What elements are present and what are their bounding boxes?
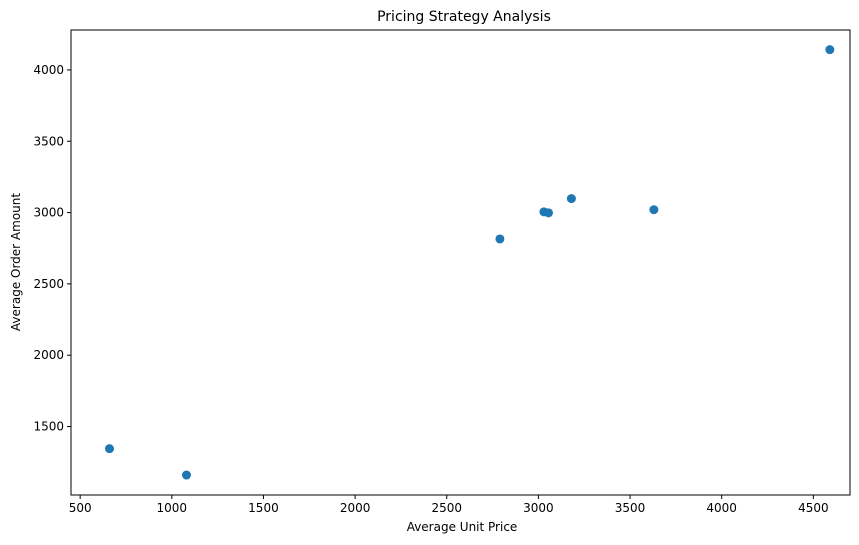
- x-tick-label: 4000: [706, 501, 737, 515]
- data-point: [825, 45, 835, 55]
- y-tick-label: 3500: [33, 134, 64, 148]
- x-tick-label: 2500: [431, 501, 462, 515]
- x-axis-label: Average Unit Price: [407, 520, 518, 534]
- y-axis-label: Average Order Amount: [9, 193, 23, 331]
- y-axis: 1500 2000 2500 3000 3500 4000: [33, 63, 71, 434]
- data-point: [649, 205, 659, 215]
- x-tick-label: 3000: [523, 501, 554, 515]
- x-tick-label: 1500: [248, 501, 279, 515]
- chart-title: Pricing Strategy Analysis: [377, 9, 551, 25]
- x-tick-label: 4500: [798, 501, 829, 515]
- data-point: [104, 444, 114, 454]
- y-tick-label: 2500: [33, 277, 64, 291]
- data-point: [181, 470, 191, 480]
- data-point: [543, 208, 553, 218]
- y-tick-label: 3000: [33, 206, 64, 220]
- x-tick-label: 500: [69, 501, 92, 515]
- x-tick-label: 2000: [340, 501, 371, 515]
- x-axis: 500 1000 1500 2000 2500 3000 3500 4000 4500: [69, 495, 829, 515]
- x-tick-label: 3500: [615, 501, 646, 515]
- y-tick-label: 4000: [33, 63, 64, 77]
- data-point: [566, 194, 576, 204]
- y-tick-label: 2000: [33, 348, 64, 362]
- x-tick-label: 1000: [157, 501, 188, 515]
- data-points: [104, 45, 835, 480]
- plot-area-frame: [70, 29, 851, 496]
- y-tick-label: 1500: [33, 420, 64, 434]
- data-point: [495, 234, 505, 244]
